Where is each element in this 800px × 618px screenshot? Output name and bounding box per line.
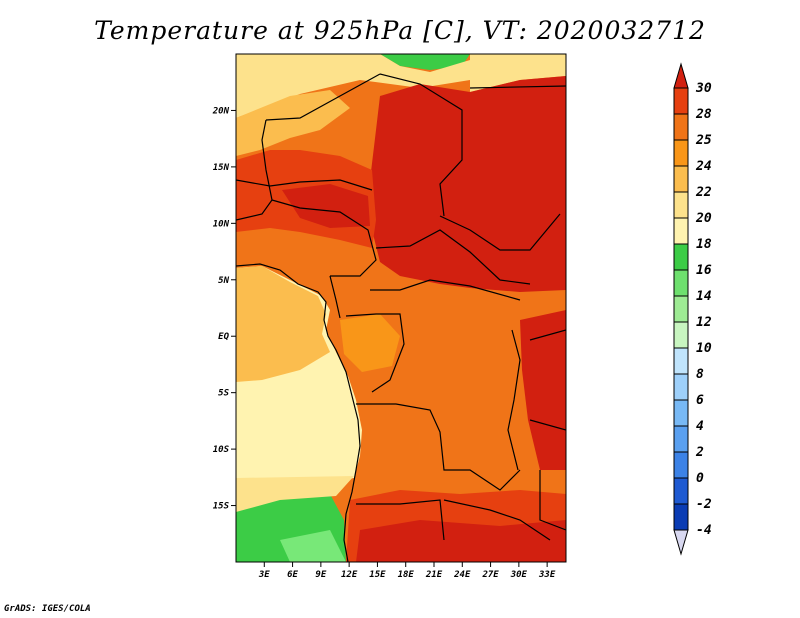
x-tick-label: 30E xyxy=(510,570,528,580)
border-egypt-sudan xyxy=(469,85,566,89)
map-field xyxy=(236,54,566,562)
colorbar-box xyxy=(673,295,689,323)
x-tick-label: 3E xyxy=(258,570,270,580)
colorbar-box xyxy=(673,477,689,505)
border-mali xyxy=(236,179,373,191)
colorbar-box xyxy=(673,243,689,271)
colorbar-label: 6 xyxy=(696,393,704,408)
x-tick-label: 15E xyxy=(369,570,386,580)
x-tick-label: 18E xyxy=(398,570,415,580)
border-chad-car xyxy=(375,229,531,285)
colorbar-label: 25 xyxy=(695,133,712,148)
field-east-dark xyxy=(520,310,566,470)
colorbar-box xyxy=(673,503,689,531)
colorbar-box xyxy=(673,113,689,141)
colorbar-label: 2 xyxy=(695,445,704,460)
y-tick-label: EQ xyxy=(218,332,229,342)
colorbar-box xyxy=(673,347,689,375)
colorbar-box xyxy=(673,373,689,401)
colorbar-label: 30 xyxy=(695,81,712,96)
colorbar-label: 28 xyxy=(695,107,712,122)
colorbar-box xyxy=(673,217,689,245)
colorbar-box xyxy=(673,399,689,427)
y-tick-label: 15N xyxy=(213,163,230,173)
x-tick-label: 33E xyxy=(538,570,556,580)
x-tick-label: 24E xyxy=(453,570,471,580)
border-car-drc xyxy=(370,279,521,301)
field-south-dark xyxy=(356,520,566,562)
field-gulf-ocean xyxy=(236,266,330,382)
border-tanzania xyxy=(529,419,566,431)
border-nigeria xyxy=(271,199,377,277)
field-north-green xyxy=(380,54,470,70)
colorbar-label: 14 xyxy=(696,289,712,304)
y-tick-label: 5N xyxy=(218,276,229,286)
colorbar-high-triangle xyxy=(673,62,689,89)
field-south-ocean-yellow xyxy=(236,476,354,512)
colorbar-box xyxy=(673,321,689,349)
colorbar-label: 10 xyxy=(696,341,712,356)
colorbar-label: 8 xyxy=(696,367,704,382)
x-tick-label: 12E xyxy=(341,570,358,580)
border-drc-angola xyxy=(356,403,521,491)
colorbar-box xyxy=(673,425,689,453)
colorbar-box xyxy=(673,451,689,479)
map-frame xyxy=(235,53,567,563)
y-tick-label: 10N xyxy=(213,219,230,229)
border-angola-south xyxy=(356,499,445,541)
field-south-ocean-lightgreen xyxy=(280,530,346,562)
border-libya-chad xyxy=(379,73,463,217)
colorbar-label: -2 xyxy=(696,497,712,512)
colorbar-label: 12 xyxy=(696,315,712,330)
colorbar-label: 18 xyxy=(696,237,712,252)
colorbar-box xyxy=(673,269,689,297)
colorbar-low-triangle xyxy=(673,529,689,556)
border-congo xyxy=(345,313,405,393)
colorbar-box xyxy=(673,87,689,115)
field-north-yellow xyxy=(236,54,470,118)
x-tick-label: 21E xyxy=(425,570,443,580)
border-zambia xyxy=(443,499,551,541)
border-kenya xyxy=(529,329,566,341)
border-west-africa xyxy=(236,119,273,221)
colorbar-label: 22 xyxy=(695,185,712,200)
y-tick-label: 20N xyxy=(212,106,230,116)
colorbar-box xyxy=(673,191,689,219)
border-sudan-south xyxy=(439,213,561,251)
chart-title: Temperature at 925hPa [C], VT: 202003271… xyxy=(94,16,706,45)
coastline-west xyxy=(236,263,361,562)
colorbar-label: 16 xyxy=(696,263,712,278)
colorbar-label: 24 xyxy=(695,159,712,174)
y-tick-label: 5S xyxy=(218,389,229,399)
x-tick-label: 6E xyxy=(287,570,298,580)
y-axis: 20N 15N 10N 5N EQ 5S 10S 15S xyxy=(212,106,236,512)
colorbar-label: 4 xyxy=(696,419,704,434)
colorbar-box xyxy=(673,165,689,193)
field-north-yellow2 xyxy=(470,54,566,92)
border-cameroon xyxy=(329,275,341,319)
border-niger xyxy=(265,73,381,121)
field-congo-patch xyxy=(340,314,400,372)
y-tick-label: 15S xyxy=(213,502,230,512)
border-mozambique xyxy=(539,470,566,531)
border-east-lakes xyxy=(507,329,521,471)
colorbar-label: 20 xyxy=(695,211,712,226)
country-borders xyxy=(236,73,566,562)
x-tick-label: 27E xyxy=(481,570,499,580)
x-axis: 3E 6E 9E 12E 15E 18E 21E 24E 27E 30E 33E xyxy=(258,562,556,580)
grads-credit: GrADS: IGES/COLA xyxy=(4,604,91,614)
x-tick-label: 9E xyxy=(315,570,326,580)
field-hot-core xyxy=(370,76,566,292)
colorbar-label: 0 xyxy=(696,471,704,486)
colorbar-label: -4 xyxy=(696,523,712,538)
y-tick-label: 10S xyxy=(213,445,230,455)
colorbar-box xyxy=(673,139,689,167)
